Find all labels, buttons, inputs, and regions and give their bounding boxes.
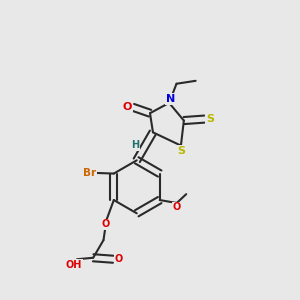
Text: N: N bbox=[166, 94, 175, 104]
Text: O: O bbox=[114, 254, 123, 264]
Text: O: O bbox=[101, 220, 110, 230]
Text: OH: OH bbox=[66, 260, 82, 269]
Text: S: S bbox=[206, 114, 214, 124]
Text: O: O bbox=[123, 102, 132, 112]
Text: Br: Br bbox=[83, 168, 96, 178]
Text: O: O bbox=[173, 202, 181, 212]
Text: H: H bbox=[131, 140, 140, 150]
Text: S: S bbox=[178, 146, 185, 156]
